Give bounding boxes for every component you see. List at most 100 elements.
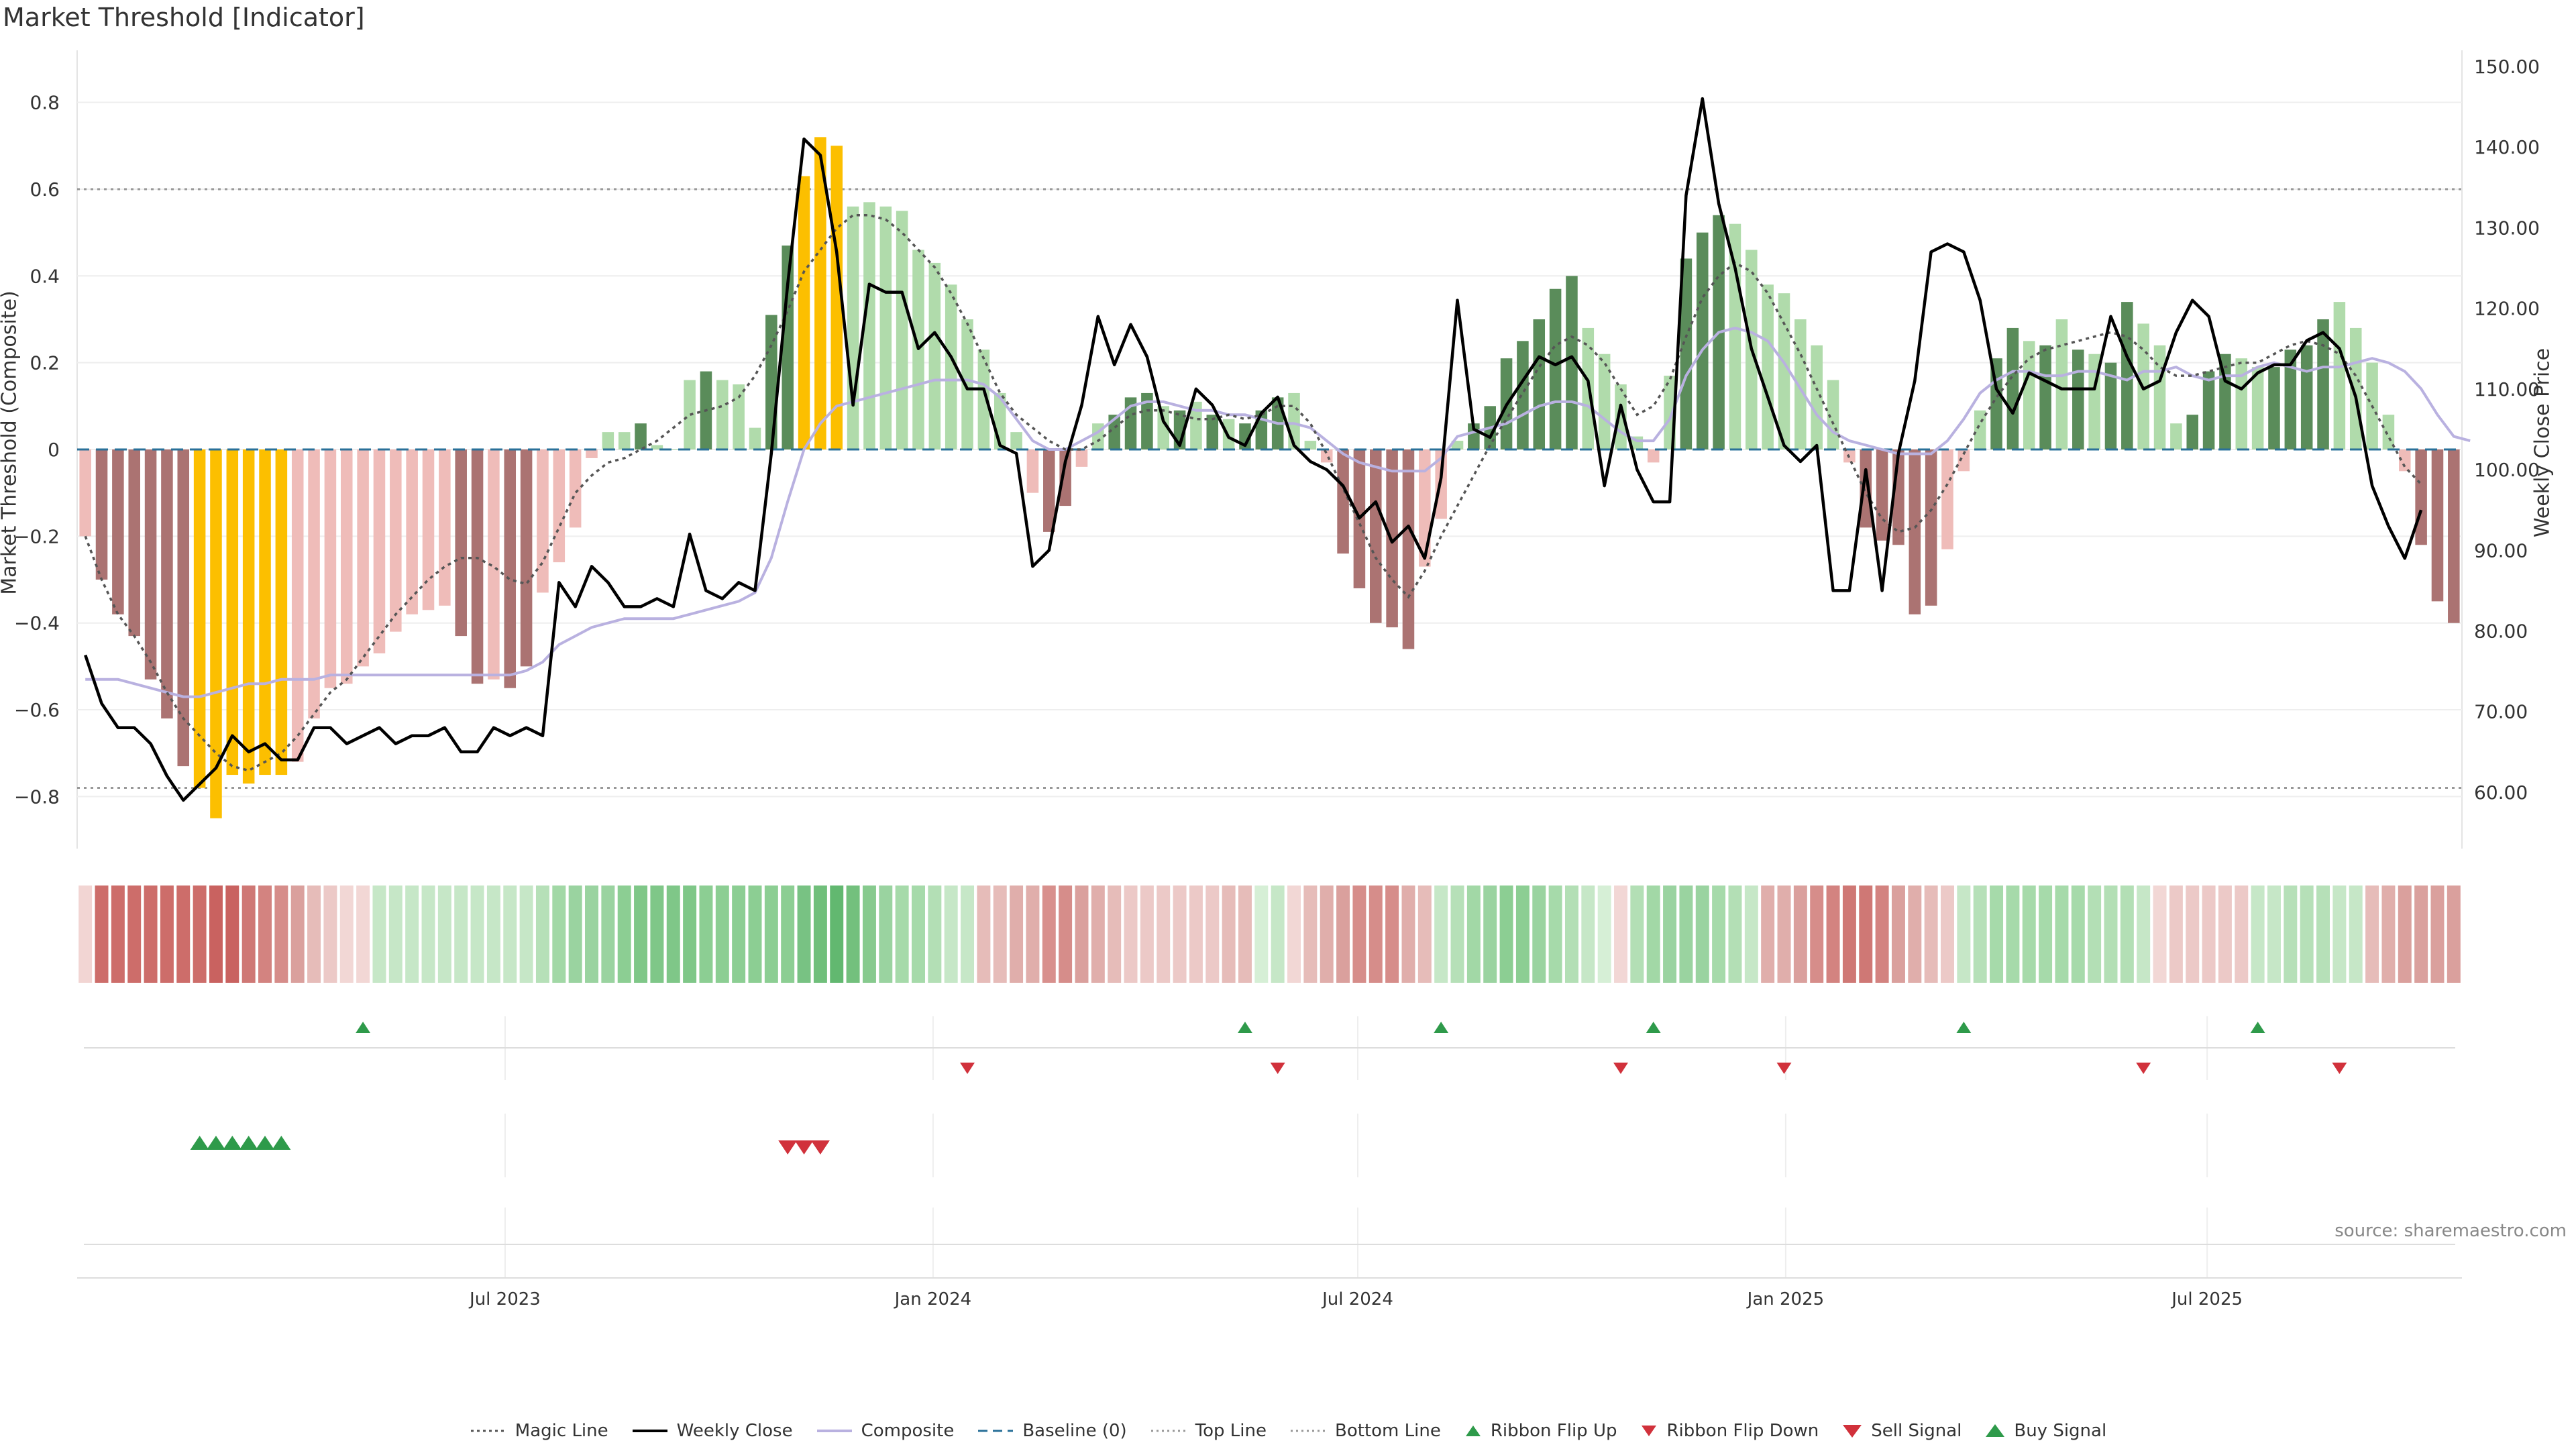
- ribbon-cell: [437, 885, 451, 983]
- ribbon-cell: [715, 885, 729, 983]
- ribbon-cell: [797, 885, 811, 983]
- ribbon-flip-up-marker: [1956, 1022, 1972, 1033]
- ribbon-cell: [961, 885, 975, 983]
- ribbon-cell: [1630, 885, 1644, 983]
- bar: [1075, 449, 1088, 467]
- ribbon-cell: [1614, 885, 1627, 983]
- y-tick-left: 0.8: [30, 92, 60, 114]
- bar: [242, 449, 255, 784]
- ribbon-cell: [2218, 885, 2232, 983]
- magic-line: [84, 214, 2422, 772]
- bar: [2104, 362, 2117, 449]
- ribbon-cell: [1466, 885, 1481, 983]
- bar: [95, 449, 108, 580]
- bar: [357, 449, 369, 667]
- ribbon-cell: [1908, 885, 1922, 983]
- ribbon-cell: [144, 885, 158, 983]
- ribbon-cell: [1826, 885, 1840, 983]
- legend-weekly-close: Weekly Close: [631, 1421, 793, 1441]
- bar: [422, 449, 435, 610]
- bar: [684, 380, 696, 449]
- bar: [128, 449, 140, 637]
- ribbon-cell: [127, 885, 142, 983]
- y-tick-left: 0.4: [30, 265, 60, 287]
- ribbon-cell: [241, 885, 256, 983]
- bar: [1043, 449, 1055, 532]
- ribbon-flip-down-marker: [1776, 1063, 1792, 1074]
- ribbon-cell: [1515, 885, 1529, 983]
- ribbon-cell: [1842, 885, 1856, 983]
- bar: [1860, 449, 1872, 528]
- bar: [2121, 302, 2133, 449]
- ribbon-cell: [1499, 885, 1513, 983]
- bar: [1010, 432, 1022, 449]
- bar: [161, 449, 173, 718]
- ribbon-cell: [1450, 885, 1464, 983]
- bar: [275, 449, 288, 775]
- y-tick-left: −0.6: [14, 699, 60, 721]
- ribbon-flip-up-marker: [1434, 1022, 1449, 1033]
- ribbon-cell: [2071, 885, 2085, 983]
- ribbon-cell: [977, 885, 991, 983]
- bar: [2333, 302, 2346, 449]
- y-tick-right: 120.00: [2474, 298, 2540, 320]
- x-tick-label: Jan 2025: [1746, 1289, 1825, 1309]
- ribbon-cell: [617, 885, 631, 983]
- bar: [1762, 284, 1774, 449]
- bar: [193, 449, 206, 788]
- bar: [749, 427, 761, 449]
- ribbon-cell: [1189, 885, 1203, 983]
- sell-signal-marker: [794, 1140, 814, 1155]
- bar: [618, 432, 631, 449]
- bar: [1941, 449, 1953, 549]
- bar: [569, 449, 582, 528]
- ribbon-cell: [486, 885, 500, 983]
- ribbon-cell: [2104, 885, 2118, 983]
- bar: [112, 449, 124, 614]
- ribbon-cell: [748, 885, 762, 983]
- ribbon-cell: [2169, 885, 2183, 983]
- ribbon-cell: [1173, 885, 1187, 983]
- ribbon-cell: [176, 885, 191, 983]
- y-tick-right: 70.00: [2474, 701, 2528, 723]
- ribbon-cell: [1663, 885, 1677, 983]
- bar: [1517, 341, 1529, 449]
- weekly-close-line: [84, 97, 2423, 802]
- ribbon-cell: [160, 885, 174, 983]
- ribbon-cell: [2039, 885, 2053, 983]
- ribbon-cell: [1483, 885, 1497, 983]
- ribbon-cell: [323, 885, 337, 983]
- ribbon-cell: [1793, 885, 1807, 983]
- ribbon-cell: [1042, 885, 1056, 983]
- ribbon-flip-up-marker: [1646, 1022, 1661, 1033]
- ribbon-cell: [2055, 885, 2069, 983]
- legend-sell-signal: Sell Signal: [1841, 1421, 1962, 1441]
- ribbon-cell: [1761, 885, 1775, 983]
- legend-baseline-swatch: [978, 1430, 1014, 1432]
- ribbon-cell: [650, 885, 664, 983]
- ribbon-cell: [290, 885, 305, 983]
- ribbon-cell: [2398, 885, 2412, 983]
- bar: [1696, 232, 1709, 449]
- ribbon-cell: [372, 885, 386, 983]
- ribbon-cell: [307, 885, 321, 983]
- composite-line: [85, 326, 2471, 698]
- ribbon-cell: [1941, 885, 1954, 983]
- legend-bottom-line: Bottom Line: [1289, 1421, 1441, 1441]
- bar: [1533, 319, 1546, 449]
- ribbon-cell: [2022, 885, 2036, 983]
- ribbon-cell: [1597, 885, 1611, 983]
- y-tick-right: 110.00: [2474, 378, 2540, 400]
- bar: [537, 449, 549, 593]
- ribbon-cell: [1303, 885, 1318, 983]
- legend-label: Ribbon Flip Down: [1666, 1421, 1819, 1441]
- legend-label: Ribbon Flip Up: [1490, 1421, 1617, 1441]
- x-tick-label: Jul 2025: [2170, 1289, 2243, 1309]
- ribbon-cell: [1581, 885, 1595, 983]
- bar: [1566, 276, 1578, 449]
- buy-signal-marker: [223, 1136, 242, 1150]
- bar: [1794, 319, 1807, 449]
- bar: [1974, 410, 1986, 449]
- bar: [635, 423, 647, 449]
